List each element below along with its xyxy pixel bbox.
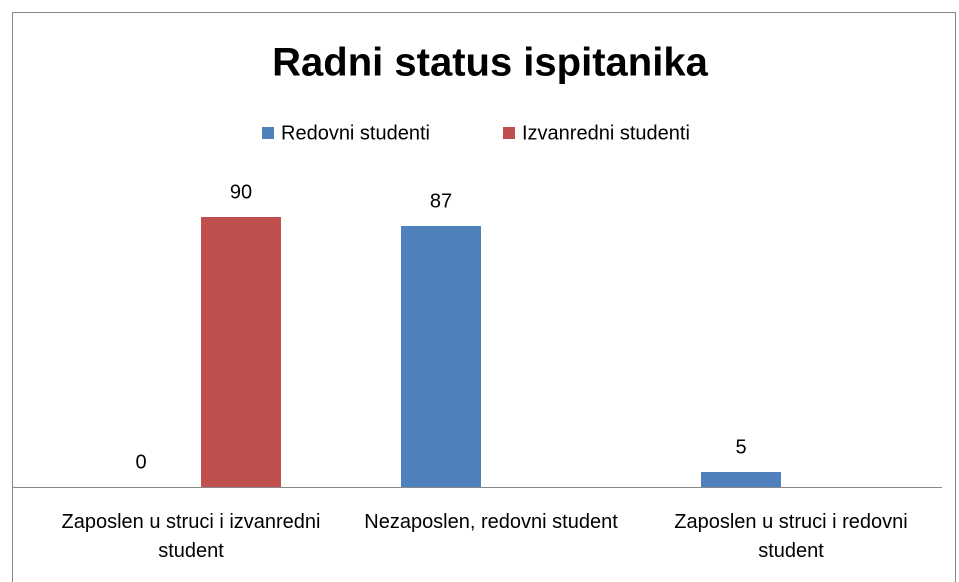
data-label: 0 xyxy=(135,451,146,473)
legend-swatch xyxy=(262,127,274,139)
chart-frame xyxy=(12,12,956,582)
data-label: 87 xyxy=(430,190,452,212)
bar xyxy=(201,217,281,487)
x-tick-label: Nezaposlen, redovni student xyxy=(364,511,618,533)
legend-label: Redovni studenti xyxy=(281,122,430,144)
legend-label: Izvanredni studenti xyxy=(522,122,690,144)
bar xyxy=(701,472,781,487)
x-tick-label: Zaposlen u struci i izvanredni student xyxy=(61,511,321,562)
data-label: 5 xyxy=(735,436,746,458)
bar xyxy=(401,226,481,487)
data-label: 90 xyxy=(230,181,252,203)
legend-swatch xyxy=(503,127,515,139)
chart-title: Radni status ispitanika xyxy=(272,41,708,85)
x-tick-label: Zaposlen u struci i redovni student xyxy=(674,511,908,562)
